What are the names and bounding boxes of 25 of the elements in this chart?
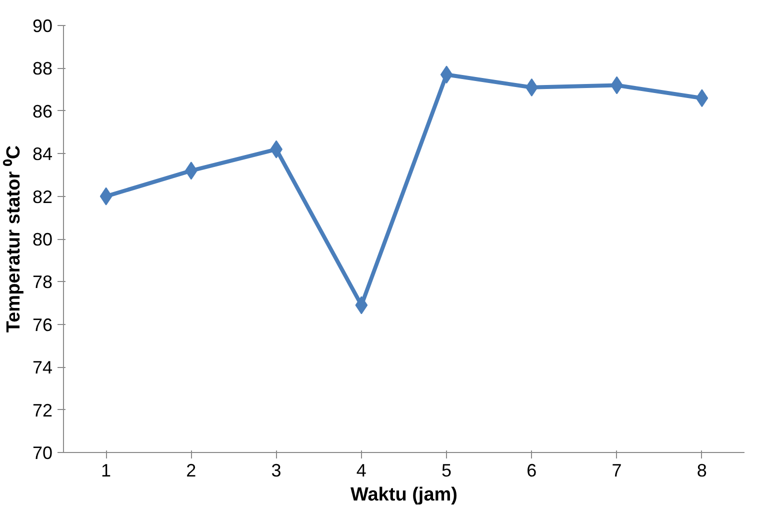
y-tick-label: 70 bbox=[32, 443, 53, 463]
point bbox=[440, 66, 453, 84]
y-tick-label: 76 bbox=[32, 314, 53, 335]
x-tick-label: 7 bbox=[612, 460, 622, 480]
y-tick-label: 90 bbox=[32, 16, 53, 36]
y-axis-title: Temperatur stator ⁰C bbox=[2, 145, 24, 333]
y-tick-label: 82 bbox=[32, 186, 53, 207]
y-tick-label: 72 bbox=[32, 400, 53, 420]
y-tick-label: 86 bbox=[32, 101, 53, 122]
point bbox=[100, 187, 112, 206]
x-tick-label: 1 bbox=[101, 460, 112, 480]
x-tick-label: 2 bbox=[186, 460, 196, 480]
x-tick-label: 8 bbox=[696, 460, 707, 480]
y-tick-label: 78 bbox=[32, 272, 53, 292]
x-tick-label: 3 bbox=[271, 460, 282, 480]
y-tick-label: 80 bbox=[32, 230, 53, 250]
point bbox=[696, 89, 708, 108]
x-tick-label: 5 bbox=[442, 460, 452, 480]
x-tick-label: 4 bbox=[356, 460, 366, 480]
point bbox=[355, 296, 368, 314]
y-tick-label: 84 bbox=[32, 144, 53, 164]
x-axis-title: Waktu (jam) bbox=[350, 484, 458, 506]
y-tick-label: 74 bbox=[32, 358, 53, 378]
y-tick-label: 88 bbox=[32, 58, 53, 79]
x-tick-label: 6 bbox=[526, 460, 537, 480]
